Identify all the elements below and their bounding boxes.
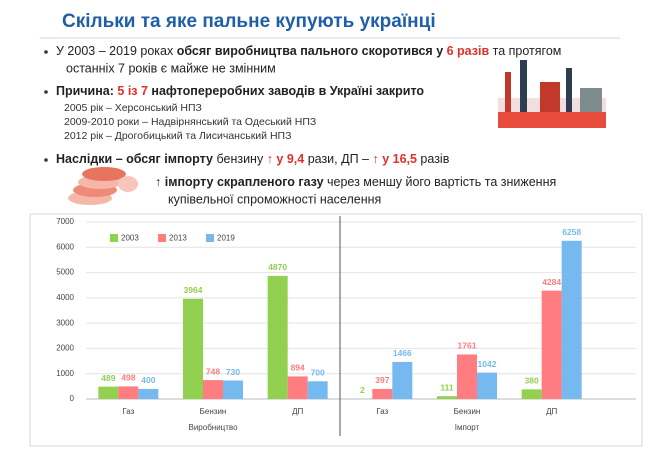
text-run: та протягом <box>489 44 561 58</box>
data-label: 1761 <box>458 341 477 351</box>
x-tick-label: Газ <box>122 407 134 416</box>
bar <box>203 380 223 399</box>
data-label: 400 <box>141 375 155 385</box>
bullet-dot <box>44 158 48 162</box>
data-label: 2 <box>360 385 365 395</box>
text-run: У 2003 – 2019 роках <box>56 44 177 58</box>
bar <box>267 275 288 399</box>
text-run: бензину <box>213 152 267 166</box>
y-tick-label: 4000 <box>56 293 74 302</box>
y-tick-label: 3000 <box>56 318 74 327</box>
bullet-3: Наслідки – обсяг імпорту бензину ↑ у 9,4… <box>56 152 450 166</box>
bar <box>307 381 328 399</box>
bar <box>287 376 308 399</box>
data-label: 1466 <box>393 348 412 358</box>
chart-frame <box>29 213 643 447</box>
text-run: ↑ імпорту скрапленого газу <box>155 175 324 189</box>
legend-swatch <box>110 234 118 242</box>
bar <box>372 388 393 399</box>
legend-label: 2003 <box>121 234 139 243</box>
bar <box>437 396 457 399</box>
group-label: Виробництво <box>188 423 238 432</box>
y-tick-label: 1000 <box>56 369 74 378</box>
bar <box>223 380 243 399</box>
text-run: ↑ у 9,4 <box>267 152 305 166</box>
x-tick-label: ДП <box>292 407 303 416</box>
text-run: 6 разів <box>447 44 490 58</box>
data-label: 6258 <box>562 227 581 237</box>
legend-swatch <box>206 234 214 242</box>
y-tick-label: 2000 <box>56 344 74 353</box>
data-label: 111 <box>440 382 454 392</box>
text-run: через меншу його вартість та зниження <box>324 175 557 189</box>
refinery-icon <box>498 60 606 128</box>
coins-icon <box>68 167 138 205</box>
text-run: разів <box>417 152 450 166</box>
data-label: 4284 <box>542 277 561 287</box>
x-tick-label: Бензин <box>200 407 227 416</box>
x-tick-label: Газ <box>376 407 388 416</box>
data-label: 380 <box>525 376 539 386</box>
bullet-dot <box>44 50 48 54</box>
legend-swatch <box>158 234 166 242</box>
bar <box>521 389 542 399</box>
data-label: 1042 <box>478 359 497 369</box>
detail: 2012 рік – Дрогобицький та Лисичанський … <box>64 130 291 142</box>
text-run: 5 із 7 <box>117 84 148 98</box>
bar <box>392 361 413 399</box>
bar <box>457 354 477 399</box>
bar <box>561 240 582 399</box>
bar <box>541 290 562 399</box>
text-run: нафтопереробних заводів в Україні закрит… <box>148 84 424 98</box>
y-tick-label: 0 <box>70 394 75 403</box>
bullet-4: ↑ імпорту скрапленого газу через меншу й… <box>155 175 556 189</box>
data-label: 4870 <box>268 262 287 272</box>
bar <box>98 386 119 399</box>
legend-label: 2019 <box>217 234 235 243</box>
bar <box>183 298 203 399</box>
bullet-2: Причина: 5 із 7 нафтопереробних заводів … <box>56 84 424 98</box>
data-label: 3964 <box>184 285 203 295</box>
y-tick-label: 6000 <box>56 242 74 251</box>
legend-label: 2013 <box>169 234 187 243</box>
bar <box>118 386 139 399</box>
data-label: 894 <box>291 363 305 373</box>
detail: 2009-2010 роки – Надвірнянський та Одесь… <box>64 116 316 128</box>
y-tick-label: 7000 <box>56 217 74 226</box>
data-label: 700 <box>311 368 325 378</box>
bullet-dot <box>44 90 48 94</box>
text-run: обсяг виробництва пального скоротився у <box>177 44 447 58</box>
bar <box>477 372 497 399</box>
text-run: Наслідки – обсяг імпорту <box>56 152 213 166</box>
data-label: 748 <box>206 366 220 376</box>
text-run: Причина: <box>56 84 117 98</box>
data-label: 489 <box>101 373 115 383</box>
bullet-4-cont: купівельної спроможності населення <box>168 192 381 206</box>
x-tick-label: Бензин <box>454 407 481 416</box>
bullet-1-cont: останніх 7 років є майже не змінним <box>66 61 276 75</box>
text-run: рази, ДП – <box>304 152 372 166</box>
data-label: 730 <box>226 367 240 377</box>
detail: 2005 рік – Херсонський НПЗ <box>64 102 202 114</box>
data-label: 498 <box>121 373 135 383</box>
title: Скільки та яке пальне купують українці <box>62 11 436 32</box>
y-tick-label: 5000 <box>56 268 74 277</box>
text-run: ↑ у 16,5 <box>372 152 417 166</box>
group-label: Імпорт <box>455 423 480 432</box>
data-label: 397 <box>375 375 389 385</box>
bullet-1: У 2003 – 2019 роках обсяг виробництва па… <box>56 44 561 58</box>
x-tick-label: ДП <box>546 407 557 416</box>
bar <box>138 388 159 399</box>
